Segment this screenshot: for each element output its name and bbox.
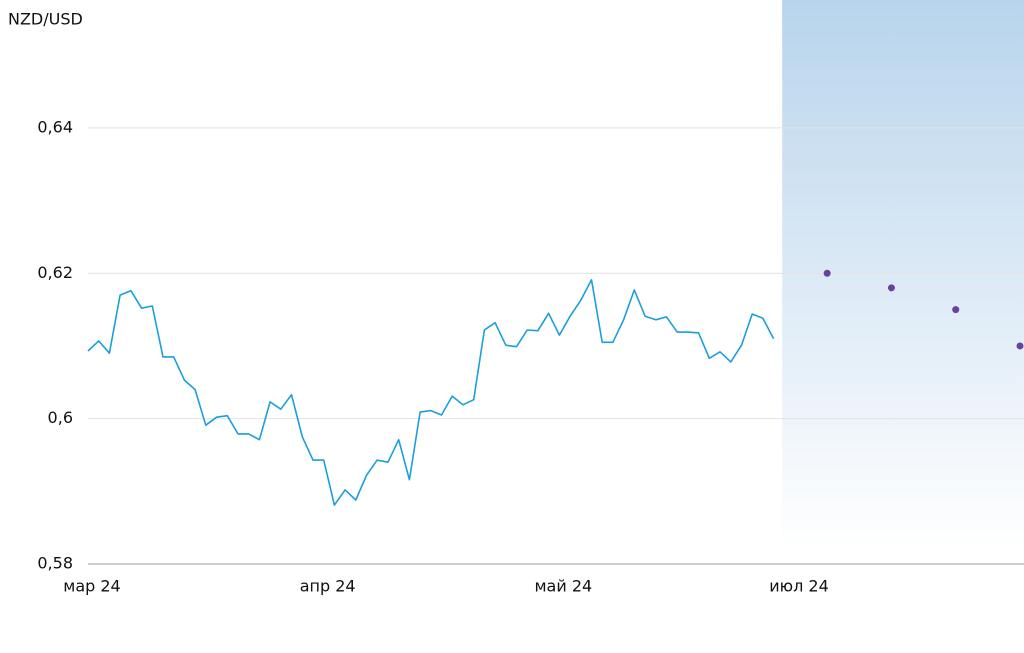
y-tick-label: 0,6 [48, 408, 73, 427]
y-tick-label: 0,62 [37, 263, 73, 282]
x-tick-label: июл 24 [769, 577, 829, 596]
x-tick-label: апр 24 [300, 577, 356, 596]
y-tick-label: 0,58 [37, 554, 73, 573]
x-tick-label: мар 24 [63, 577, 120, 596]
x-tick-label: май 24 [534, 577, 592, 596]
chart-title: NZD/USD [8, 10, 83, 29]
forecast-point [952, 306, 960, 314]
y-tick-label: 0,64 [37, 117, 73, 136]
price-line [87, 279, 775, 506]
forecast-point [887, 284, 895, 292]
forecast-point [1016, 342, 1024, 350]
forecast-area [782, 0, 1024, 550]
forecast-point [823, 269, 831, 277]
